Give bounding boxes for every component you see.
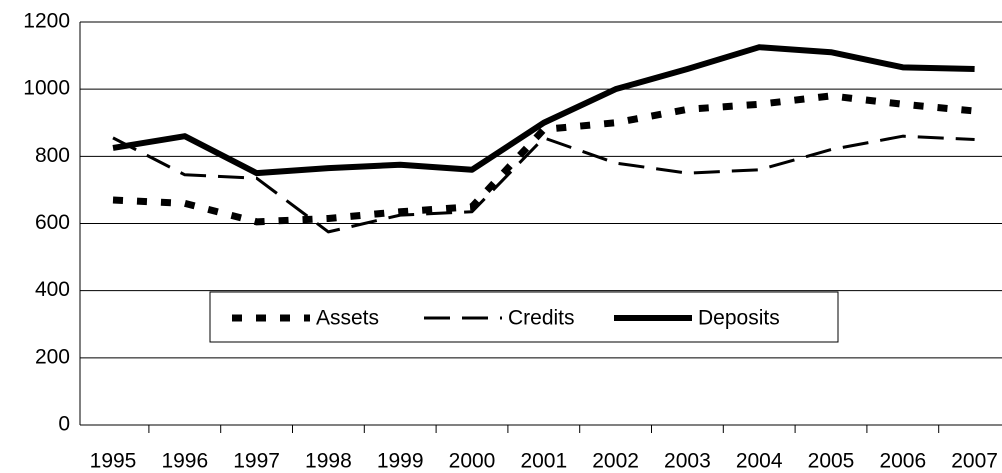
x-tick-label: 2007: [951, 450, 998, 473]
y-tick-label: 200: [35, 345, 70, 368]
legend-label: Assets: [316, 307, 379, 330]
series-line: [112, 134, 975, 234]
x-tick-label: 1996: [161, 450, 208, 473]
legend: [209, 291, 839, 343]
y-tick-label: 600: [35, 211, 70, 234]
y-tick-label: 400: [35, 278, 70, 301]
x-tick-label: 2000: [449, 450, 496, 473]
y-tick-label: 0: [58, 413, 70, 436]
legend-label: Credits: [508, 307, 575, 330]
series-line: [112, 92, 975, 226]
y-tick-label: 800: [35, 144, 70, 167]
series-line: [112, 44, 975, 177]
x-tick-label: 2001: [520, 450, 567, 473]
y-tick-label: 1000: [23, 77, 70, 100]
y-tick-label: 1200: [23, 10, 70, 33]
x-tick-label: 2005: [808, 450, 855, 473]
x-tick-label: 1999: [377, 450, 424, 473]
x-tick-label: 2004: [736, 450, 783, 473]
x-tick-label: 2003: [664, 450, 711, 473]
x-tick-label: 1998: [305, 450, 352, 473]
x-tick-label: 2002: [592, 450, 639, 473]
legend-label: Deposits: [698, 307, 780, 330]
x-tick-label: 2006: [879, 450, 926, 473]
x-tick-label: 1995: [90, 450, 137, 473]
x-tick-label: 1997: [233, 450, 280, 473]
